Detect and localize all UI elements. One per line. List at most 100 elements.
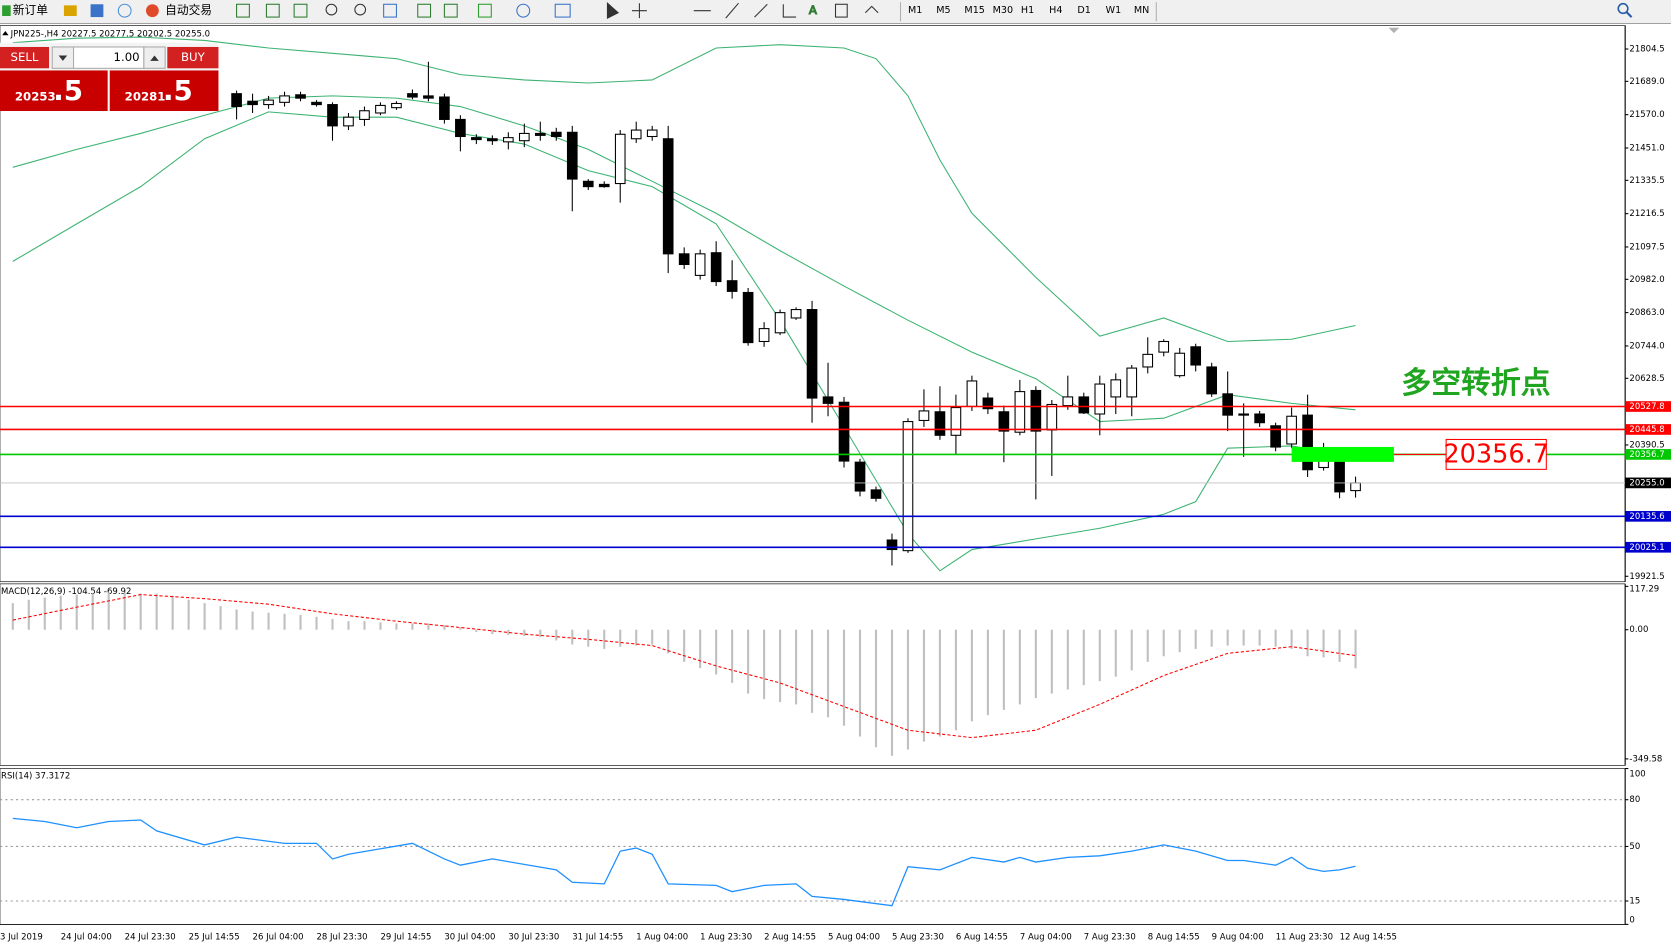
chart-header: JPN225-,H4 20227.5 20277.5 20202.5 20255… [10,30,210,40]
price-level-label: 20527.8 [1629,402,1664,412]
candle-body [423,95,434,99]
candle-body [950,407,962,436]
candle-body [1046,403,1058,431]
time-label: 24 Jul 04:00 [61,933,112,943]
candle-body [694,253,706,276]
macd-signal [12,594,1356,739]
bollinger-band [12,36,1356,343]
candle-body [1062,396,1074,407]
candle-body [966,380,978,407]
annotation: 多空转折点 [1401,366,1550,401]
price-level-label: 20025.1 [1629,543,1664,553]
sell-label[interactable]: SELL [11,50,39,64]
candle-body [662,138,674,255]
ask-pips[interactable]: .5 [163,74,193,107]
candle-body [455,118,466,138]
candle-body [311,101,322,106]
y-tick-label: 20744.0 [1629,341,1664,351]
y-tick-label: 21216.5 [1629,209,1664,219]
lot-value[interactable]: 1.00 [114,50,140,64]
period-button[interactable]: MN [1134,5,1149,16]
period-button[interactable]: M15 [964,5,984,16]
candle-body [534,132,546,136]
period-button[interactable]: H1 [1021,5,1034,16]
bollinger-band [12,111,1356,572]
time-label: 5 Aug 04:00 [828,933,880,943]
candle-body [790,309,802,319]
toolbar-icons[interactable]: A [236,2,879,20]
candle-body [646,129,658,138]
y-tick-label: 21335.5 [1629,176,1664,186]
y-tick-label: 20982.0 [1629,275,1664,285]
bid-pips[interactable]: .5 [53,74,83,107]
period-button[interactable]: M5 [936,5,950,16]
buy-button[interactable]: BUY [167,46,219,69]
price-level-tag [1625,510,1671,522]
period-button[interactable]: M30 [993,5,1013,16]
time-label: 11 Aug 23:30 [1276,933,1333,943]
y-tick-label: 21570.0 [1629,110,1664,120]
y-tick-label: 21804.5 [1629,44,1664,54]
price-level-tag [1625,449,1671,460]
candle-body [918,410,930,421]
time-label: 12 Aug 14:55 [1340,933,1397,943]
price-level-label: 20356.7 [1629,450,1664,460]
auto-trading-label[interactable]: 自动交易 [165,3,212,17]
candle-body [471,137,482,141]
time-label: 25 Jul 14:55 [189,933,240,943]
buy-label[interactable]: BUY [181,50,206,64]
period-button[interactable]: D1 [1077,5,1090,16]
trade-panel: SELL 1.00 BUY 20253 .5 20281 .5 [0,42,219,112]
bid-box[interactable]: 20253 .5 [0,70,108,112]
candle-body [247,100,258,106]
icon[interactable] [117,3,132,18]
period-button[interactable]: M1 [908,5,922,16]
y-tick-label: 21451.0 [1629,143,1664,153]
candle-body [1174,352,1186,377]
search-icon[interactable] [1617,2,1629,15]
candle-body [774,312,786,334]
turning-point-marker [1291,446,1394,462]
new-order-label[interactable]: 新订单 [13,3,48,17]
candle-body [1302,414,1313,471]
icon[interactable] [90,4,104,18]
candle-body [1222,393,1234,416]
candle-body [279,95,290,103]
time-label: 28 Jul 23:30 [317,933,368,943]
period-button[interactable]: H4 [1049,5,1062,16]
candle-body [295,94,306,99]
new-order-button[interactable]: 新订单 [2,3,48,17]
ask-price[interactable]: 20281 [125,90,166,104]
candle-body [1158,340,1170,353]
candle-body [1270,425,1281,448]
time-label: 30 Jul 23:30 [508,933,559,943]
price-level-tag [1625,477,1671,489]
ask-box[interactable]: 20281 .5 [109,70,219,112]
period-button[interactable]: W1 [1106,5,1122,16]
time-label: 9 Aug 04:00 [1212,933,1264,943]
time-label: 30 Jul 04:00 [444,933,495,943]
time-label: 31 Jul 14:55 [572,933,623,943]
time-label: 6 Aug 14:55 [956,933,1008,943]
candle-body [359,110,370,120]
icon[interactable] [63,5,77,17]
time-label: 24 Jul 23:30 [125,933,176,943]
candle-body [1190,346,1202,366]
bid-price[interactable]: 20253 [15,90,56,104]
y-tick-label: 20628.5 [1629,374,1664,384]
time-label: 5 Aug 23:30 [892,933,944,943]
candle-body [391,102,402,109]
candle-body [375,104,386,114]
candle-body [806,309,818,399]
candle-body [1206,366,1218,395]
auto-trading-button[interactable]: 自动交易 [145,3,212,17]
candle-body [1334,461,1345,493]
time-label: 3 Jul 2019 [0,933,43,943]
y-tick-label: 21097.5 [1629,242,1664,252]
time-label: 1 Aug 23:30 [700,933,752,943]
candle-body [1030,389,1042,432]
candle-body [1126,367,1138,398]
sell-button[interactable]: SELL [0,46,50,69]
y-tick-label: 80 [1629,795,1640,805]
